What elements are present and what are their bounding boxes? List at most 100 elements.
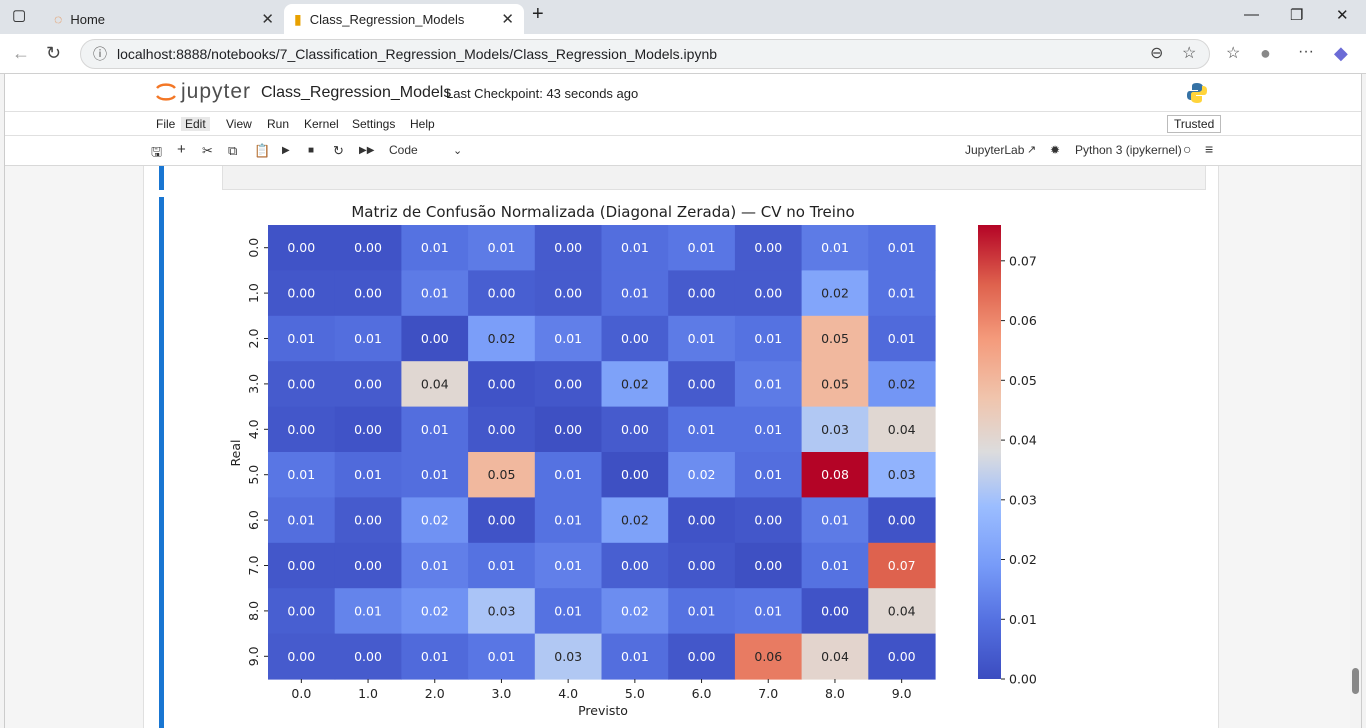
tab-home[interactable]: ◌ Home ✕ bbox=[44, 4, 284, 34]
tab-notebook[interactable]: ▮ Class_Regression_Models ✕ bbox=[284, 4, 524, 34]
previous-cell-output bbox=[222, 166, 1206, 190]
cell-value-label: 0.00 bbox=[688, 649, 716, 664]
favorites-icon[interactable]: ☆ bbox=[1226, 45, 1241, 62]
y-tick-label: 4.0 bbox=[246, 419, 261, 439]
url-field[interactable]: ⓘ localhost:8888/notebooks/7_Classificat… bbox=[80, 39, 1210, 69]
heatmap-cell bbox=[401, 588, 469, 635]
menu-run[interactable]: Run bbox=[267, 117, 290, 131]
heatmap-cell bbox=[601, 542, 669, 589]
restore-icon[interactable]: ❐ bbox=[1290, 7, 1304, 24]
cell-value-label: 0.00 bbox=[354, 649, 382, 664]
back-icon[interactable]: ← bbox=[12, 43, 30, 63]
cell-value-label: 0.05 bbox=[488, 467, 516, 482]
fast-forward-icon[interactable]: ▶▶ bbox=[359, 145, 375, 156]
zoom-icon[interactable]: ⊖ bbox=[1150, 45, 1164, 62]
heatmap-cell bbox=[868, 270, 936, 317]
jupyterlab-link[interactable]: JupyterLab bbox=[965, 143, 1025, 157]
close-icon[interactable]: ✕ bbox=[261, 11, 274, 28]
heatmap-cell bbox=[401, 406, 469, 453]
heatmap-cell bbox=[868, 361, 936, 408]
menu-kernel[interactable]: Kernel bbox=[304, 117, 339, 131]
x-tick-label: 7.0 bbox=[758, 686, 778, 701]
heatmap-cell bbox=[601, 315, 669, 362]
cell-value-label: 0.05 bbox=[821, 331, 849, 346]
heatmap-cell bbox=[734, 452, 803, 498]
heatmap-cell bbox=[268, 633, 336, 680]
cell-value-label: 0.01 bbox=[554, 558, 582, 573]
y-tick-label: 9.0 bbox=[246, 646, 261, 666]
cell-value-label: 0.00 bbox=[421, 331, 449, 346]
y-tick-label: 5.0 bbox=[246, 465, 261, 485]
copilot-icon[interactable]: ◆ bbox=[1334, 43, 1348, 63]
new-tab-icon[interactable]: + bbox=[532, 3, 544, 25]
heatmap-cell bbox=[801, 225, 869, 271]
save-icon[interactable]: 🖫 bbox=[151, 144, 163, 159]
cell-value-label: 0.00 bbox=[621, 331, 649, 346]
cell-value-label: 0.03 bbox=[488, 603, 516, 618]
heatmap-cell bbox=[734, 361, 803, 408]
cell-value-label: 0.00 bbox=[621, 558, 649, 573]
heatmap-cell bbox=[868, 542, 936, 589]
chevron-down-icon[interactable]: ⌄ bbox=[453, 145, 463, 157]
cell-value-label: 0.01 bbox=[488, 240, 516, 255]
window-close-icon[interactable]: ✕ bbox=[1336, 7, 1349, 24]
reload-icon[interactable]: ↻ bbox=[46, 43, 62, 63]
scrollbar[interactable] bbox=[1350, 166, 1361, 728]
external-link-icon[interactable]: ↗ bbox=[1027, 144, 1037, 156]
heatmap-cell bbox=[334, 497, 402, 544]
heatmap-cell bbox=[401, 361, 469, 408]
restart-icon[interactable]: ↻ bbox=[333, 143, 344, 158]
close-icon[interactable]: ✕ bbox=[501, 11, 514, 28]
cell-selection-bar[interactable] bbox=[159, 166, 164, 190]
info-icon[interactable]: ⓘ bbox=[93, 46, 107, 62]
heatmap-cell bbox=[734, 315, 803, 362]
jupyter-logo[interactable]: jupyter bbox=[155, 80, 251, 104]
more-icon[interactable]: ··· bbox=[1298, 43, 1314, 60]
cell-value-label: 0.01 bbox=[354, 331, 382, 346]
cell-value-label: 0.01 bbox=[488, 649, 516, 664]
cell-value-label: 0.00 bbox=[354, 286, 382, 301]
trusted-indicator[interactable]: Trusted bbox=[1167, 115, 1222, 133]
heatmap-cell bbox=[601, 361, 669, 408]
cell-value-label: 0.01 bbox=[754, 331, 782, 346]
cell-value-label: 0.04 bbox=[421, 376, 449, 391]
cell-value-label: 0.01 bbox=[554, 467, 582, 482]
heatmap-cell bbox=[401, 497, 469, 544]
menu-hamburger-icon[interactable]: ≡ bbox=[1205, 141, 1214, 157]
debugger-bug-icon[interactable]: ✹ bbox=[1050, 143, 1061, 157]
cell-value-label: 0.01 bbox=[821, 558, 849, 573]
colorbar-tick-label: 0.03 bbox=[1009, 492, 1037, 507]
menu-view[interactable]: View bbox=[226, 117, 252, 131]
paste-icon[interactable]: 📋 bbox=[254, 143, 271, 158]
heatmap-cell bbox=[534, 633, 603, 680]
menu-file[interactable]: File bbox=[156, 117, 176, 131]
menu-settings[interactable]: Settings bbox=[352, 117, 396, 131]
jupyter-header: jupyter Class_Regression_Models Last Che… bbox=[5, 74, 1361, 112]
scrollbar-thumb[interactable] bbox=[1352, 668, 1359, 694]
menu-edit[interactable]: Edit bbox=[181, 117, 210, 131]
cut-icon[interactable]: ✂ bbox=[202, 143, 213, 158]
cell-value-label: 0.02 bbox=[688, 467, 716, 482]
heatmap-grid: 0.00 0.00 0.01 0.01 0.00 0.01 0.01 0.00 0.01 0.01… bbox=[268, 225, 936, 680]
sidebar-toggle-icon[interactable]: ▢ bbox=[12, 7, 27, 24]
run-icon[interactable]: ▶ bbox=[282, 145, 290, 156]
heatmap-cell bbox=[468, 225, 536, 271]
cell-value-label: 0.08 bbox=[821, 467, 849, 482]
minimize-icon[interactable]: — bbox=[1244, 6, 1259, 23]
copy-icon[interactable]: ⧉ bbox=[228, 143, 238, 158]
menu-help[interactable]: Help bbox=[410, 117, 435, 131]
stop-icon[interactable]: ■ bbox=[308, 145, 315, 156]
profile-avatar-icon[interactable]: ● bbox=[1260, 43, 1271, 63]
cell-value-label: 0.01 bbox=[754, 467, 782, 482]
heatmap-cell bbox=[734, 225, 803, 271]
cell-type-select[interactable]: Code bbox=[389, 143, 418, 157]
add-cell-icon[interactable]: + bbox=[177, 141, 186, 158]
tab-title: Class_Regression_Models bbox=[309, 11, 465, 27]
colorbar-tick-label: 0.06 bbox=[1009, 313, 1037, 328]
notebook-title[interactable]: Class_Regression_Models bbox=[261, 84, 452, 101]
favorite-star-icon[interactable]: ☆ bbox=[1182, 45, 1197, 62]
kernel-name[interactable]: Python 3 (ipykernel) bbox=[1075, 143, 1182, 157]
cell-selection-bar[interactable] bbox=[159, 197, 164, 728]
cell-value-label: 0.00 bbox=[554, 240, 582, 255]
heatmap-cell bbox=[801, 497, 869, 544]
